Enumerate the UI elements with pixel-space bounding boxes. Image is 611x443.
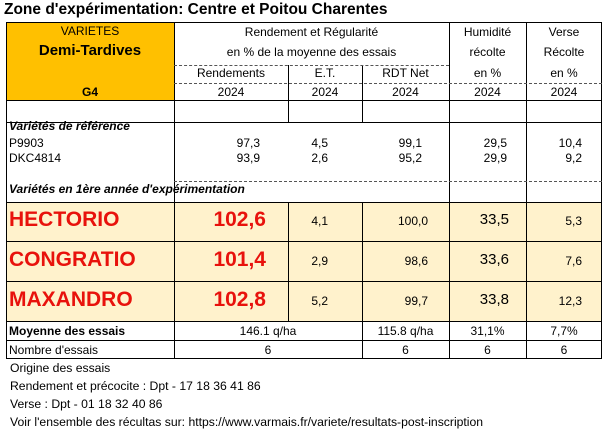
variety-verse: 12,3 [558,294,582,308]
row-bg-congratio [6,242,602,281]
header-rend-sub: en % de la moyenne des essais [226,45,397,59]
ref-rdt: 99,1 [398,136,422,150]
ref-hum: 29,9 [483,151,507,165]
note-rendement: Rendement et précocite : Dpt - 17 18 36 … [10,379,261,393]
col-et: E.T. [314,66,336,80]
ref-rend: 97,3 [236,136,260,150]
col-divider [174,22,175,359]
col-divider [362,202,363,359]
header-verse-3: en % [550,66,578,80]
moyenne-hum: 31,1% [470,324,505,338]
year-rdt: 2024 [392,85,419,99]
variety-verse: 5,3 [565,214,582,228]
variety-verse: 7,6 [565,254,582,268]
col-divider [288,65,289,123]
row-bg-maxandro [6,282,602,321]
row-divider [6,340,602,341]
moyenne-rdt: 115.8 q/ha [377,324,434,338]
nombre-rdt: 6 [402,343,409,357]
ref-rend: 93,9 [236,151,260,165]
moyenne-verse: 7,7% [550,324,578,338]
col-divider [449,22,450,359]
variety-et: 2,9 [311,254,328,268]
variety-rdt: 99,7 [404,294,428,308]
ref-verse: 10,4 [558,136,582,150]
nombre-label: Nombre d'essais [9,343,98,357]
nombre-verse: 6 [560,343,568,357]
header-variety-block [6,22,174,100]
header-humid-2: récolte [469,45,506,59]
header-code: G4 [81,85,98,99]
ref-verse: 9,2 [565,151,582,165]
note-voir-resultats: Voir l'ensemble des récultas sur: https:… [10,415,484,429]
col-rendements: Rendements [196,66,266,80]
ref-section-label: Variétés de référence [9,119,130,133]
col-rdt-net: RDT Net [382,66,429,80]
ref-name: P9903 [9,136,44,150]
variety-et: 4,1 [311,214,328,228]
nombre-rend: 6 [264,343,272,357]
row-divider [6,321,602,322]
variety-name-congratio: CONGRATIO [9,248,136,271]
nombre-hum: 6 [484,343,491,357]
row-divider [6,202,602,203]
row-bg-hectorio [6,202,602,241]
ref-et: 2,6 [311,151,328,165]
year-et: 2024 [311,85,339,99]
variety-name-hectorio: HECTORIO [9,208,120,231]
col-divider [526,22,527,359]
variety-rend: 102,8 [213,288,266,311]
variety-name-maxandro: MAXANDRO [9,288,133,311]
table-border [6,22,602,359]
variety-rend: 102,6 [213,208,266,231]
row-divider [6,281,602,282]
note-verse: Verse : Dpt - 01 18 32 40 86 [10,397,163,411]
col-divider [288,202,289,322]
results-table: VARIETES Demi-Tardives G4 Rendement et R… [6,22,602,359]
ref-dashed-rule [174,181,602,182]
ref-rdt: 95,2 [398,151,422,165]
header-group: Demi-Tardives [38,42,142,59]
variety-hum: 33,5 [479,211,509,228]
header-rend-title: Rendement et Régularité [244,25,379,39]
variety-rdt: 98,6 [404,254,428,268]
variety-rdt: 100,0 [397,214,428,228]
row-divider [6,241,602,242]
new-section-label: Variétés en 1ère année d'expérimentation [9,182,245,196]
col-divider [362,65,363,123]
note-origine: Origine des essais [10,361,111,375]
row-divider [6,122,602,123]
header-verse-1: Verse [548,25,580,39]
year-rendements: 2024 [217,85,245,99]
ref-name: DKC4814 [9,151,62,165]
variety-hum: 33,8 [479,291,509,308]
header-varietes: VARIETES [60,24,120,38]
variety-et: 5,2 [311,294,328,308]
moyenne-rend: 146.1 q/ha [239,324,297,338]
variety-hum: 33,6 [479,251,509,268]
header-dashed-rule [174,65,449,66]
year-humid: 2024 [474,85,501,99]
header-humid-3: en % [473,66,502,80]
moyenne-label: Moyenne des essais [9,324,126,338]
header-verse-2: Récolte [543,45,585,59]
header-humid-1: Humidité [463,25,512,39]
row-divider [6,100,602,101]
year-verse: 2024 [550,85,578,99]
ref-et: 4,5 [311,136,328,150]
header-dashed-rule [174,83,602,84]
ref-hum: 29,5 [483,136,507,150]
variety-rend: 101,4 [213,248,266,271]
page-title: Zone d'expérimentation: Centre et Poitou… [4,1,388,18]
